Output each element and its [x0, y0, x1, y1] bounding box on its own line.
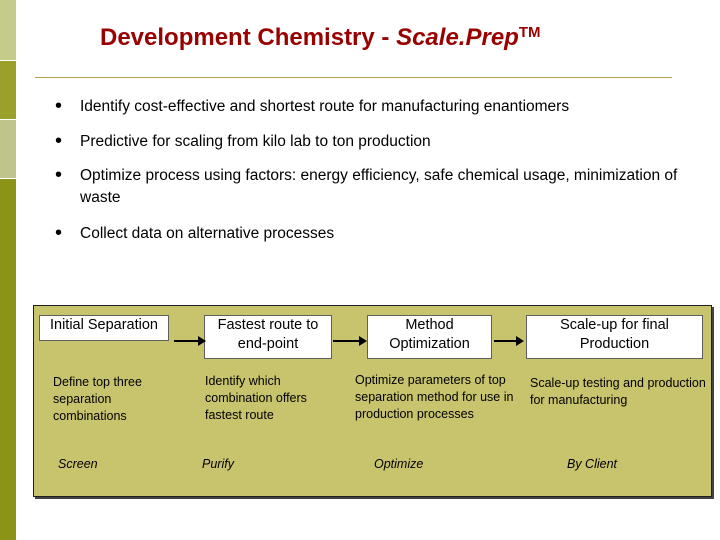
step-box-label: Initial Separation: [49, 317, 158, 333]
title-product: Scale.Prep: [396, 24, 519, 51]
slide-title: Development Chemistry - Scale.PrepTM: [100, 24, 541, 52]
bullet-text: Collect data on alternative processes: [80, 225, 335, 242]
step-description: Optimize parameters of top separation me…: [355, 373, 514, 421]
bullet-text: Optimize process using factors: energy e…: [80, 167, 678, 206]
accent-segment: [0, 61, 16, 119]
accent-segment: [0, 120, 16, 178]
step-footer: Purify: [202, 457, 234, 471]
step-description: Identify which combination offers fastes…: [205, 374, 307, 422]
bullet-dot-icon: •: [55, 164, 63, 186]
arrow-right-icon: [174, 336, 206, 346]
bullet-text: Predictive for scaling from kilo lab to …: [80, 133, 431, 150]
step-footer: By Client: [567, 457, 618, 471]
step-box-label: Scale-up for final Production: [560, 317, 669, 352]
step-box-label: Method Optimization: [389, 317, 470, 352]
title-main: Development Chemistry -: [100, 24, 397, 51]
bullet-item: • Predictive for scaling from kilo lab t…: [55, 130, 431, 153]
bullet-item: • Identify cost-effective and shortest r…: [55, 95, 570, 118]
arrow-right-icon: [333, 336, 367, 346]
bullet-dot-icon: •: [55, 222, 63, 244]
step-box-fastest-route: Fastest route to end-point: [204, 315, 332, 359]
step-box-scale-up: Scale-up for final Production: [526, 315, 703, 359]
bullet-text: Identify cost-effective and shortest rou…: [80, 98, 570, 115]
bullet-dot-icon: •: [55, 130, 63, 152]
left-accent-bar: [0, 0, 16, 540]
step-box-initial-separation: Initial Separation: [39, 315, 169, 341]
process-flow-panel: Initial Separation Fastest route to end-…: [33, 305, 712, 497]
step-footer: Screen: [58, 457, 98, 471]
step-description: Scale-up testing and production for manu…: [530, 376, 706, 407]
bullet-item: • Collect data on alternative processes: [55, 222, 335, 245]
step-box-method-optimization: Method Optimization: [367, 315, 492, 359]
step-description: Define top three separation combinations: [53, 375, 142, 423]
accent-segment: [0, 179, 16, 540]
title-divider: [35, 77, 672, 78]
step-footer: Optimize: [374, 457, 424, 471]
arrow-right-icon: [494, 336, 524, 346]
bullet-item: • Optimize process using factors: energy…: [55, 164, 680, 209]
bullet-dot-icon: •: [55, 95, 63, 117]
step-box-label: Fastest route to end-point: [217, 317, 319, 352]
trademark: TM: [518, 24, 541, 41]
accent-segment: [0, 0, 16, 60]
